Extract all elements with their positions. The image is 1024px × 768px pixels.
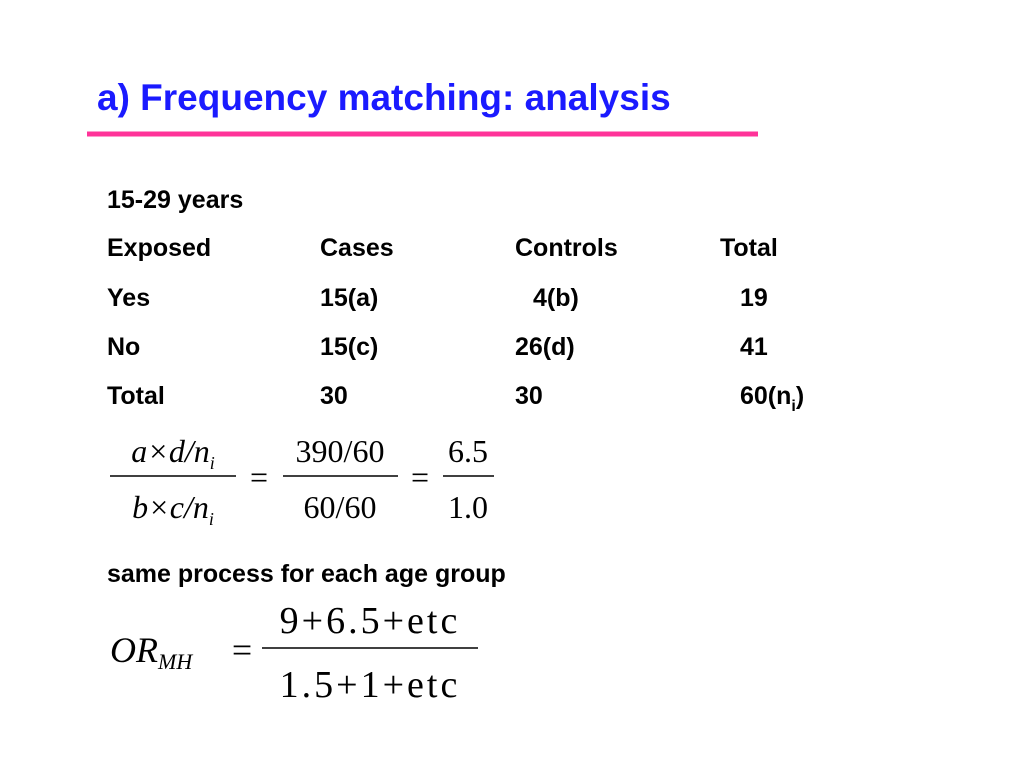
table-cell-after: ) — [796, 382, 804, 410]
equals-sign: = — [250, 459, 268, 495]
fraction-denominator-main: b×c/n — [132, 489, 209, 525]
slide-title: a) Frequency matching: analysis — [97, 77, 671, 118]
fraction-numerator-sub: i — [210, 453, 215, 473]
note: same process for each age group — [107, 560, 506, 588]
age-group-label: 15-29 years — [107, 186, 243, 214]
table-cell: No — [107, 333, 140, 361]
fraction-numerator: 390/60 — [296, 433, 385, 469]
fraction-numerator: a×d/ni — [131, 433, 215, 473]
table-cell: 4(b) — [533, 284, 579, 312]
fraction-numerator: 9+6.5+etc — [280, 600, 461, 642]
fraction-denominator-sub: i — [209, 509, 214, 529]
table-cell: 30 — [320, 382, 348, 410]
odds-ratio-label-sub: MH — [157, 649, 193, 674]
table-cell: 15(c) — [320, 333, 378, 361]
table-header-cell: Controls — [515, 234, 618, 262]
fraction-numerator: 6.5 — [448, 433, 488, 469]
fraction-numerator-main: a×d/n — [131, 433, 209, 469]
table-cell-sub: i — [791, 398, 795, 415]
table-header-cell: Total — [720, 234, 778, 262]
equals-sign: = — [232, 630, 252, 670]
table-header-cell: Cases — [320, 234, 394, 262]
table-cell: Yes — [107, 284, 150, 312]
table-header-cell: Exposed — [107, 234, 211, 262]
fraction-denominator: b×c/ni — [132, 489, 214, 529]
table-cell: 19 — [740, 284, 768, 312]
table-cell: 60(ni) — [740, 382, 804, 415]
odds-ratio-label: ORMH — [110, 630, 193, 674]
fraction-denominator: 60/60 — [304, 489, 377, 525]
odds-ratio-label-main: OR — [110, 630, 158, 670]
equals-sign: = — [411, 459, 429, 495]
fraction-denominator: 1.5+1+etc — [280, 664, 461, 706]
table-cell: 41 — [740, 333, 768, 361]
table-cell: 30 — [515, 382, 543, 410]
table-cell: 26(d) — [515, 333, 575, 361]
table-cell-main: 60(n — [740, 382, 791, 410]
fraction-denominator: 1.0 — [448, 489, 488, 525]
table-cell: Total — [107, 382, 165, 410]
table-cell: 15(a) — [320, 284, 378, 312]
